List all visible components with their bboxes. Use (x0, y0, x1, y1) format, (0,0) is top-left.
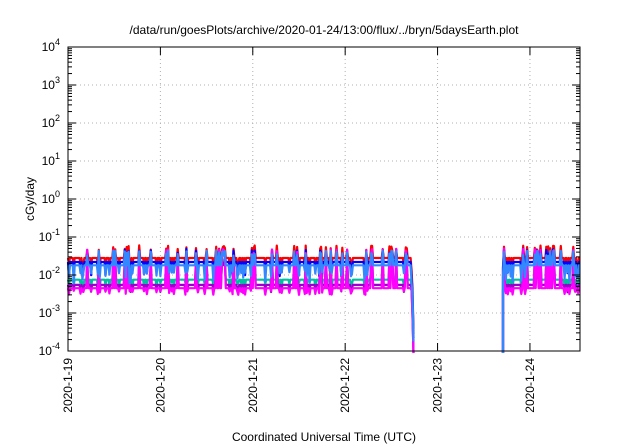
grid-lines (68, 47, 580, 351)
x-tick-label: 2020-1-22 (338, 358, 352, 413)
x-tick-label: 2020-1-21 (246, 358, 260, 413)
x-tick-label: 2020-1-20 (153, 358, 167, 413)
y-tick-label: 10-3 (39, 303, 60, 320)
x-tick-label: 2020-1-23 (431, 358, 445, 413)
y-tick-label: 102 (42, 113, 60, 130)
data-series (66, 244, 581, 354)
y-tick-label: 10-1 (39, 227, 60, 244)
y-tick-label: 100 (42, 189, 60, 206)
y-tick-label: 10-2 (39, 265, 60, 282)
y-tick-label: 103 (42, 75, 60, 92)
y-tick-label: 104 (42, 37, 60, 54)
chart-title: /data/run/goesPlots/archive/2020-01-24/1… (130, 23, 520, 37)
x-tick-label: 2020-1-24 (523, 358, 537, 413)
y-axis-ticks: 10-4 10-3 10-2 10-1 100 101 102 103 104 (39, 37, 580, 358)
y-axis-label: cGy/day (23, 177, 37, 221)
y-tick-label: 10-4 (39, 341, 60, 358)
series-line-6 (66, 249, 581, 353)
x-tick-label: 2020-1-19 (61, 358, 75, 413)
x-axis-label: Coordinated Universal Time (UTC) (232, 430, 416, 444)
series-line-5 (66, 247, 581, 354)
y-tick-label: 101 (42, 151, 60, 168)
x-axis-ticks: 2020-1-19 2020-1-20 2020-1-21 2020-1-22 2020… (61, 47, 537, 413)
